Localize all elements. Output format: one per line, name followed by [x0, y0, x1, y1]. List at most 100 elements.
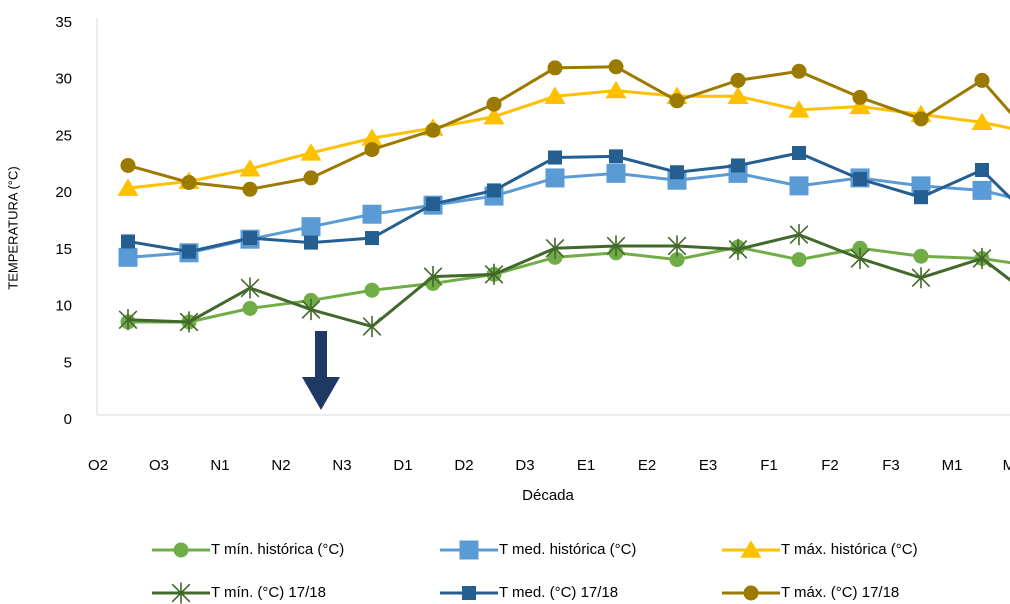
data-point	[182, 244, 196, 259]
legend-marker	[459, 540, 479, 560]
legend-label: T med. histórica (°C)	[499, 541, 636, 558]
x-tick-label: F3	[882, 457, 900, 474]
x-tick-label: E1	[577, 457, 595, 474]
data-point	[301, 217, 321, 237]
data-point	[975, 162, 989, 177]
y-tick-label: 25	[55, 127, 72, 144]
data-point	[483, 106, 505, 125]
data-point	[240, 277, 260, 299]
data-point	[667, 235, 687, 257]
series-line	[127, 151, 1010, 254]
data-point	[788, 100, 810, 118]
data-point	[605, 80, 627, 99]
x-tick-label: F2	[821, 457, 839, 474]
series-line	[127, 89, 1010, 190]
data-point	[243, 231, 257, 246]
legend-marker	[171, 582, 191, 604]
data-point	[304, 235, 318, 250]
data-point	[609, 149, 623, 164]
data-point	[669, 93, 685, 109]
data-point	[911, 267, 931, 289]
data-point	[118, 247, 138, 267]
data-point	[545, 237, 565, 259]
x-tick-label: M2	[1003, 457, 1010, 474]
legend-label: T máx. histórica (°C)	[781, 541, 918, 558]
data-point	[301, 298, 321, 321]
data-point	[608, 59, 624, 75]
x-tick-label: M1	[942, 457, 963, 474]
y-tick-label: 0	[64, 411, 72, 428]
data-point	[913, 248, 929, 264]
data-point	[364, 142, 380, 158]
x-tick-label: D1	[393, 457, 412, 474]
data-point	[850, 247, 870, 270]
data-point	[120, 157, 136, 173]
data-point	[731, 158, 745, 173]
data-point	[545, 168, 565, 188]
data-point	[362, 315, 382, 338]
data-point	[792, 145, 806, 160]
data-point	[974, 72, 990, 88]
data-point	[425, 122, 441, 138]
y-tick-label: 15	[55, 241, 72, 258]
series-line	[128, 245, 1010, 324]
data-point	[852, 89, 868, 105]
data-point	[364, 282, 380, 298]
data-point	[791, 252, 807, 268]
series-line	[127, 65, 1010, 191]
legend-label: T mín. histórica (°C)	[211, 541, 344, 558]
data-point	[789, 176, 809, 196]
data-point	[362, 204, 382, 224]
data-point	[487, 183, 501, 198]
x-tick-label: F1	[760, 457, 778, 474]
data-point	[181, 174, 197, 190]
arrow-annotation	[302, 331, 340, 410]
legend-marker	[743, 585, 759, 601]
data-point	[730, 72, 746, 88]
legend-label: T máx. (°C) 17/18	[781, 584, 899, 601]
x-tick-label: D2	[454, 457, 473, 474]
data-point	[914, 190, 928, 205]
x-tick-label: E2	[638, 457, 656, 474]
data-point	[303, 170, 319, 186]
data-point	[426, 197, 440, 212]
data-point	[548, 150, 562, 165]
data-point	[670, 165, 684, 180]
x-tick-label: O3	[149, 457, 169, 474]
y-tick-label: 5	[64, 354, 72, 371]
data-point	[853, 172, 867, 187]
series-line	[127, 171, 1010, 259]
legend-marker	[462, 586, 476, 600]
data-point	[121, 234, 135, 249]
y-tick-label: 30	[55, 71, 72, 88]
x-tick-label: N3	[332, 457, 351, 474]
y-axis-title: TEMPERATURA (°C)	[5, 166, 20, 289]
data-point	[791, 63, 807, 79]
data-point	[484, 263, 504, 285]
data-point	[242, 181, 258, 197]
y-tick-label: 20	[55, 184, 72, 201]
data-point	[242, 300, 258, 316]
data-point	[972, 247, 992, 270]
data-point	[849, 96, 871, 115]
data-point	[789, 224, 809, 246]
x-axis-title: Década	[522, 487, 574, 504]
data-point	[547, 60, 563, 76]
data-point	[606, 163, 626, 183]
legend-label: T med. (°C) 17/18	[499, 584, 618, 601]
data-point	[544, 86, 566, 104]
data-point	[971, 112, 993, 131]
data-point	[972, 180, 992, 200]
data-point	[486, 96, 502, 112]
series-line	[127, 233, 1010, 329]
data-point	[300, 143, 322, 161]
y-tick-label: 35	[55, 14, 72, 31]
data-point	[606, 235, 626, 257]
x-tick-label: N2	[271, 457, 290, 474]
data-point	[727, 86, 749, 104]
data-point	[423, 266, 443, 288]
x-tick-label: D3	[515, 457, 534, 474]
legend-marker	[740, 540, 762, 558]
data-point	[728, 238, 748, 260]
